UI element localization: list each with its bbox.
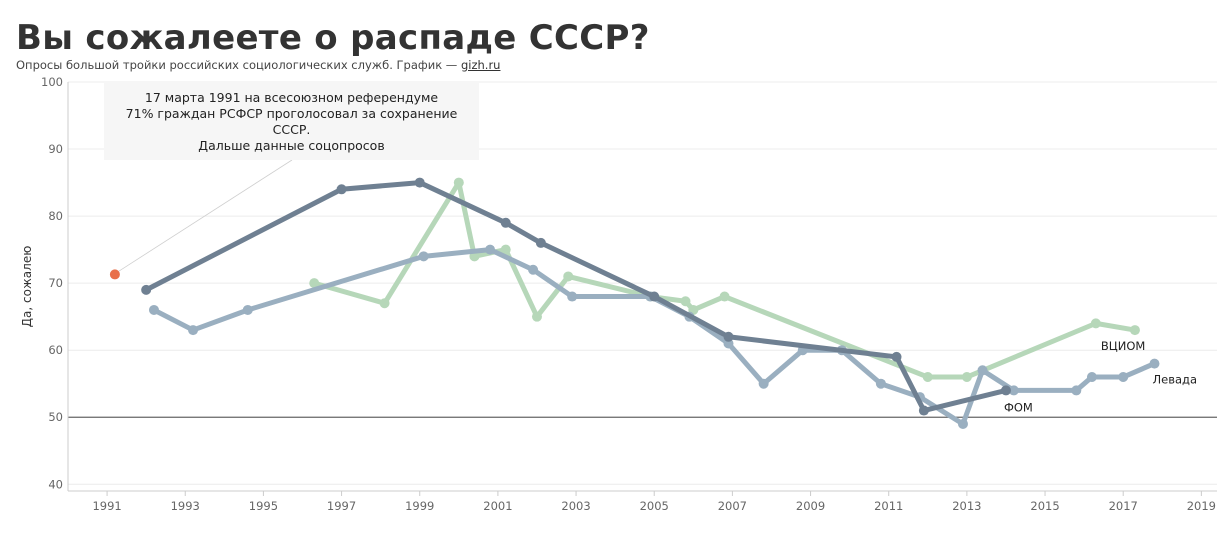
series-line-3 — [143, 180, 1009, 414]
data-point — [535, 237, 546, 248]
x-tick-label: 2017 — [1109, 499, 1138, 513]
annotation-line-3: СССР. — [272, 122, 311, 137]
x-tick-label: 2015 — [1030, 499, 1059, 513]
data-point — [309, 278, 320, 289]
data-point — [1129, 325, 1140, 336]
data-point — [723, 331, 734, 342]
data-point — [1008, 385, 1019, 396]
data-point — [453, 177, 464, 188]
data-point — [1149, 358, 1160, 369]
y-tick-label: 70 — [48, 276, 63, 290]
data-point — [1086, 372, 1097, 383]
page-title: Вы сожалеете о распаде СССР? — [16, 18, 650, 58]
data-point — [649, 291, 660, 302]
data-point — [500, 244, 511, 255]
source-link[interactable]: gizh.ru — [460, 58, 501, 72]
x-tick-label: 1999 — [405, 499, 434, 513]
data-point — [242, 304, 253, 315]
data-point — [563, 271, 574, 282]
x-tick-label: 2003 — [561, 499, 590, 513]
y-tick-label: 80 — [48, 209, 63, 223]
data-point — [680, 296, 691, 307]
data-point — [918, 405, 929, 416]
x-tick-label: 1995 — [249, 499, 278, 513]
x-tick-label: 2005 — [640, 499, 669, 513]
x-tick-label: 2013 — [952, 499, 981, 513]
data-point — [379, 298, 390, 309]
data-point — [719, 291, 730, 302]
data-point — [500, 217, 511, 228]
data-point — [485, 244, 496, 255]
series-end-label: Левада — [1152, 373, 1197, 387]
data-point — [875, 378, 886, 389]
data-point — [148, 304, 159, 315]
data-point — [1118, 372, 1129, 383]
x-tick-label: 1991 — [92, 499, 121, 513]
series-end-label: ФОМ — [1004, 400, 1033, 414]
data-point — [418, 251, 429, 262]
data-point — [141, 284, 152, 295]
data-point — [961, 372, 972, 383]
x-tick-label: 1997 — [327, 499, 356, 513]
data-point — [188, 325, 199, 336]
annotation-connector — [116, 159, 293, 273]
annotation-line-2: 71% граждан РСФСР проголосовал за сохран… — [125, 106, 458, 121]
data-point — [1071, 385, 1082, 396]
series-end-label: ВЦИОМ — [1101, 339, 1145, 353]
series-line-1 — [311, 180, 1138, 380]
data-point — [414, 177, 425, 188]
annotation-line-1: 17 марта 1991 на всесоюзном референдуме — [144, 90, 439, 105]
y-tick-label: 100 — [41, 75, 63, 89]
x-tick-label: 2019 — [1187, 499, 1216, 513]
data-point — [528, 264, 539, 275]
data-point — [957, 418, 968, 429]
data-point — [1000, 385, 1011, 396]
data-point — [531, 311, 542, 322]
data-point — [891, 351, 902, 362]
x-tick-label: 2009 — [796, 499, 825, 513]
x-tick-label: 2011 — [874, 499, 903, 513]
x-tick-label: 2001 — [483, 499, 512, 513]
referendum-point — [109, 269, 120, 280]
x-tick-label: 2007 — [718, 499, 747, 513]
data-point — [977, 365, 988, 376]
axes-layer: 40 50 60 70 80 90 100 1991 1993 1995 1997 1999 2001 2… — [20, 75, 1217, 513]
data-point — [1090, 318, 1101, 329]
data-point — [336, 184, 347, 195]
referendum-annotation: 17 марта 1991 на всесоюзном референдуме … — [104, 82, 479, 160]
data-point — [922, 372, 933, 383]
y-tick-label: 90 — [48, 142, 63, 156]
subtitle-text: Опросы большой тройки российских социоло… — [16, 58, 461, 72]
series-line-2 — [151, 247, 1157, 427]
y-tick-label: 40 — [48, 477, 63, 491]
y-tick-label: 60 — [48, 343, 63, 357]
annotation-line-4: Дальше данные соцопросов — [198, 138, 385, 153]
page-subtitle: Опросы большой тройки российских социоло… — [16, 58, 500, 72]
series-layer — [109, 159, 1160, 429]
y-tick-label: 50 — [48, 410, 63, 424]
data-point — [567, 291, 578, 302]
y-axis-label: Да, сожалею — [20, 246, 34, 328]
label-layer: ВЦИОМ Левада ФОМ — [1004, 339, 1197, 414]
x-tick-label: 1993 — [171, 499, 200, 513]
data-point — [758, 378, 769, 389]
